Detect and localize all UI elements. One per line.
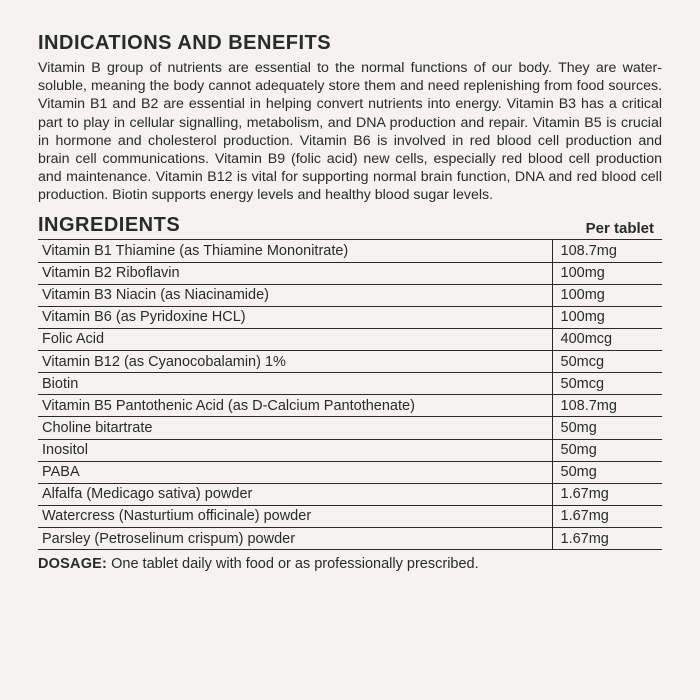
ingredient-amount: 1.67mg: [552, 483, 662, 505]
table-row: Folic Acid400mcg: [38, 328, 662, 350]
ingredient-name: Vitamin B1 Thiamine (as Thiamine Mononit…: [38, 240, 552, 262]
per-tablet-label: Per tablet: [586, 220, 662, 237]
ingredient-name: Choline bitartrate: [38, 417, 552, 439]
table-row: Inositol50mg: [38, 439, 662, 461]
ingredient-name: Vitamin B3 Niacin (as Niacinamide): [38, 284, 552, 306]
ingredient-amount: 50mg: [552, 439, 662, 461]
table-row: Vitamin B12 (as Cyanocobalamin) 1%50mcg: [38, 351, 662, 373]
ingredient-name: Vitamin B2 Riboflavin: [38, 262, 552, 284]
ingredient-amount: 1.67mg: [552, 505, 662, 527]
ingredient-name: Folic Acid: [38, 328, 552, 350]
ingredient-name: Watercress (Nasturtium officinale) powde…: [38, 505, 552, 527]
table-row: Biotin50mcg: [38, 373, 662, 395]
table-row: Vitamin B5 Pantothenic Acid (as D-Calciu…: [38, 395, 662, 417]
benefits-paragraph: Vitamin B group of nutrients are essenti…: [38, 59, 662, 204]
ingredient-name: Vitamin B5 Pantothenic Acid (as D-Calciu…: [38, 395, 552, 417]
ingredient-name: PABA: [38, 461, 552, 483]
table-row: Vitamin B1 Thiamine (as Thiamine Mononit…: [38, 240, 662, 262]
ingredient-amount: 1.67mg: [552, 528, 662, 550]
ingredient-amount: 50mg: [552, 461, 662, 483]
dosage-label: DOSAGE:: [38, 556, 107, 572]
table-row: Vitamin B2 Riboflavin100mg: [38, 262, 662, 284]
dosage-line: DOSAGE: One tablet daily with food or as…: [38, 556, 662, 572]
ingredients-heading: INGREDIENTS: [38, 214, 180, 237]
ingredient-name: Biotin: [38, 373, 552, 395]
ingredient-amount: 400mcg: [552, 328, 662, 350]
ingredient-amount: 100mg: [552, 306, 662, 328]
ingredient-amount: 50mcg: [552, 373, 662, 395]
table-row: Parsley (Petroselinum crispum) powder1.6…: [38, 528, 662, 550]
table-row: Vitamin B3 Niacin (as Niacinamide)100mg: [38, 284, 662, 306]
ingredient-amount: 50mcg: [552, 351, 662, 373]
ingredient-amount: 108.7mg: [552, 395, 662, 417]
table-row: Watercress (Nasturtium officinale) powde…: [38, 505, 662, 527]
ingredient-name: Inositol: [38, 439, 552, 461]
ingredient-amount: 100mg: [552, 262, 662, 284]
indications-heading: INDICATIONS AND BENEFITS: [38, 32, 662, 55]
ingredient-name: Vitamin B6 (as Pyridoxine HCL): [38, 306, 552, 328]
ingredients-table: Vitamin B1 Thiamine (as Thiamine Mononit…: [38, 240, 662, 550]
dosage-text: One tablet daily with food or as profess…: [107, 556, 479, 572]
ingredient-name: Parsley (Petroselinum crispum) powder: [38, 528, 552, 550]
ingredient-name: Alfalfa (Medicago sativa) powder: [38, 483, 552, 505]
ingredient-amount: 100mg: [552, 284, 662, 306]
ingredients-header-row: INGREDIENTS Per tablet: [38, 214, 662, 240]
table-row: PABA50mg: [38, 461, 662, 483]
ingredient-amount: 108.7mg: [552, 240, 662, 262]
table-row: Vitamin B6 (as Pyridoxine HCL)100mg: [38, 306, 662, 328]
ingredient-name: Vitamin B12 (as Cyanocobalamin) 1%: [38, 351, 552, 373]
table-row: Alfalfa (Medicago sativa) powder1.67mg: [38, 483, 662, 505]
ingredient-amount: 50mg: [552, 417, 662, 439]
table-row: Choline bitartrate50mg: [38, 417, 662, 439]
